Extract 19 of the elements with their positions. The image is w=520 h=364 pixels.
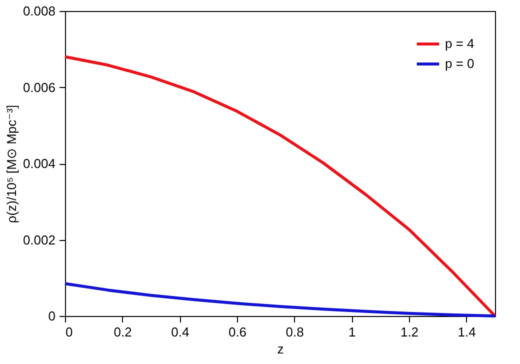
x-tick-label: 1.2: [400, 324, 419, 340]
x-tick-label: 0.4: [171, 324, 190, 340]
x-tick-label: 0.6: [228, 324, 247, 340]
y-tick-label: 0.008: [22, 4, 56, 18]
y-tick-label: 0: [48, 308, 56, 324]
line-series: [64, 55, 496, 318]
x-tick-label: 1.4: [458, 324, 476, 340]
y-tick-label: 0.006: [22, 80, 56, 95]
x-tick-label: 0.2: [114, 324, 132, 340]
y-tick-label: 0.004: [22, 156, 56, 171]
y-tick-label: 0.002: [22, 232, 56, 248]
x-axis-title: z: [277, 342, 284, 356]
legend-label: p = 0: [445, 56, 474, 71]
legend-label: p = 4: [445, 36, 474, 51]
x-tick-label: 0: [66, 324, 73, 340]
x-tick-label: 1: [348, 324, 356, 340]
y-axis-title: ρ(z)/10⁵ [M⊙ Mpc⁻³]: [4, 104, 19, 224]
line-series: [64, 282, 496, 318]
x-tick-label: 0.8: [286, 324, 304, 340]
